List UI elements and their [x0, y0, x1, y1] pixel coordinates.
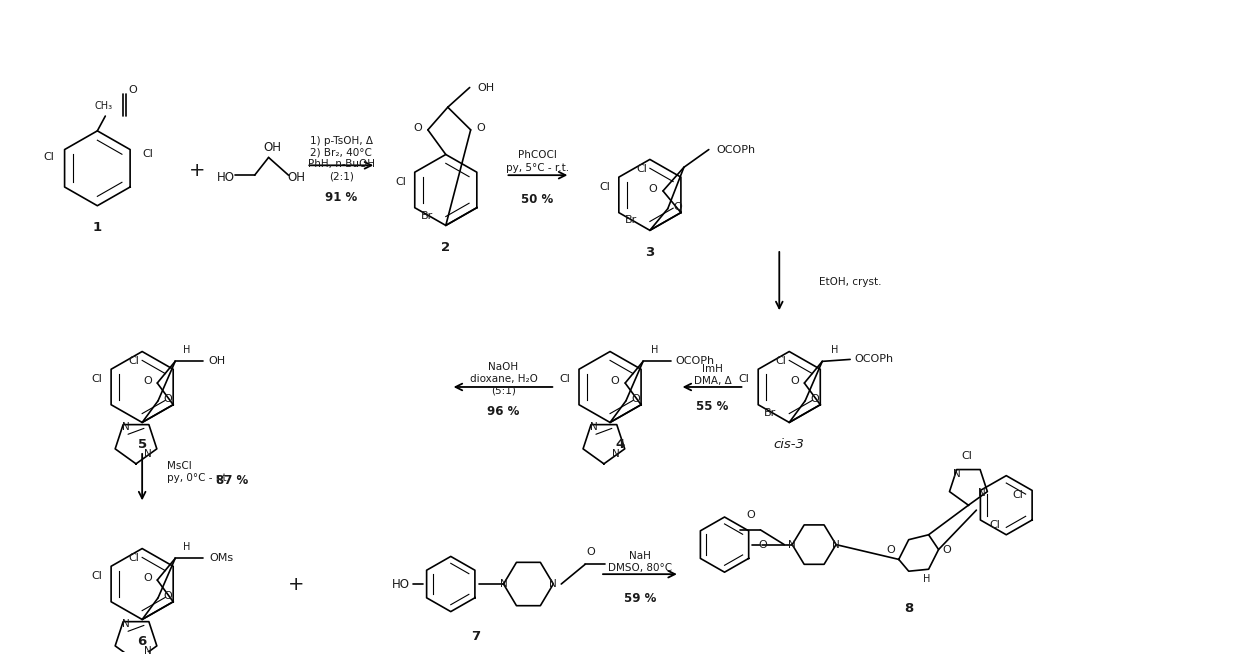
Text: NaH: NaH	[629, 552, 651, 561]
Text: 3: 3	[645, 246, 655, 258]
Text: O: O	[790, 376, 799, 386]
Text: O: O	[587, 548, 595, 558]
Text: Br: Br	[420, 211, 433, 221]
Text: O: O	[649, 184, 657, 194]
Text: 50 %: 50 %	[521, 193, 553, 206]
Text: N: N	[123, 422, 130, 432]
Text: 4: 4	[615, 438, 625, 451]
Text: Cl: Cl	[43, 152, 55, 163]
Text: 87 %: 87 %	[216, 474, 248, 487]
Text: H: H	[184, 542, 191, 552]
Text: EtOH, cryst.: EtOH, cryst.	[820, 277, 882, 287]
Text: O: O	[611, 376, 620, 386]
Text: OH: OH	[288, 171, 305, 184]
Text: Cl: Cl	[129, 357, 140, 366]
Text: N: N	[789, 540, 796, 550]
Text: py, 5°C - r.t.: py, 5°C - r.t.	[506, 163, 569, 173]
Text: Cl: Cl	[129, 554, 140, 563]
Text: Cl: Cl	[92, 374, 103, 384]
Text: DMSO, 80°C: DMSO, 80°C	[608, 563, 672, 573]
Text: OCOPh: OCOPh	[676, 357, 714, 366]
Text: N: N	[952, 469, 960, 478]
Text: H: H	[651, 345, 658, 355]
Text: N: N	[144, 449, 151, 459]
Text: +: +	[188, 161, 205, 180]
Text: 2: 2	[441, 241, 450, 254]
Text: OCOPh: OCOPh	[854, 355, 894, 364]
Text: Br: Br	[764, 408, 776, 418]
Text: 59 %: 59 %	[624, 592, 656, 606]
Text: N: N	[123, 619, 130, 629]
Text: 1: 1	[93, 221, 102, 234]
Text: Cl: Cl	[92, 571, 103, 581]
Text: (2:1): (2:1)	[329, 171, 353, 181]
Text: Cl: Cl	[396, 177, 407, 187]
Text: 91 %: 91 %	[325, 191, 357, 204]
Text: H: H	[923, 574, 930, 584]
Text: (5:1): (5:1)	[491, 386, 516, 396]
Text: dioxane, H₂O: dioxane, H₂O	[470, 374, 537, 384]
Text: 6: 6	[138, 635, 146, 648]
Text: 2) Br₂, 40°C: 2) Br₂, 40°C	[310, 148, 372, 158]
Text: OH: OH	[208, 357, 226, 366]
Text: O: O	[758, 540, 766, 550]
Text: 96 %: 96 %	[487, 405, 520, 418]
Text: H: H	[831, 345, 838, 355]
Text: MsCl: MsCl	[167, 461, 192, 471]
Text: OCOPh: OCOPh	[715, 144, 755, 155]
Text: O: O	[631, 394, 640, 404]
Text: N: N	[500, 579, 507, 589]
Text: Br: Br	[625, 215, 637, 225]
Text: O: O	[129, 86, 138, 96]
Text: HO: HO	[217, 171, 234, 184]
Text: py, 0°C - r.t.: py, 0°C - r.t.	[167, 473, 231, 482]
Text: O: O	[143, 376, 151, 386]
Text: N: N	[832, 540, 839, 550]
Text: Cl: Cl	[636, 164, 647, 174]
Text: Cl: Cl	[739, 374, 750, 384]
Text: O: O	[164, 591, 172, 601]
Text: OMs: OMs	[208, 554, 233, 563]
Text: Cl: Cl	[776, 357, 786, 366]
Text: N: N	[549, 579, 557, 589]
Text: O: O	[164, 394, 172, 404]
Text: N: N	[590, 422, 598, 432]
Text: Cl: Cl	[988, 520, 999, 530]
Text: H: H	[184, 345, 191, 355]
Text: 1) p-TsOH, Δ: 1) p-TsOH, Δ	[310, 136, 373, 146]
Text: N: N	[144, 646, 151, 656]
Text: O: O	[476, 123, 485, 133]
Text: O: O	[887, 544, 895, 554]
Text: +: +	[288, 575, 305, 594]
Text: O: O	[413, 123, 423, 133]
Text: 7: 7	[471, 630, 480, 643]
Text: O: O	[811, 394, 820, 404]
Text: CH₃: CH₃	[94, 101, 113, 111]
Text: O: O	[942, 544, 951, 554]
Text: 5: 5	[138, 438, 146, 451]
Text: N: N	[613, 449, 620, 459]
Text: HO: HO	[392, 577, 410, 590]
Text: Cl: Cl	[599, 182, 610, 192]
Text: ImH: ImH	[702, 364, 723, 374]
Text: PhH, n-BuOH: PhH, n-BuOH	[308, 159, 374, 169]
Text: OH: OH	[264, 141, 281, 154]
Text: Cl: Cl	[559, 374, 570, 384]
Text: PhCOCl: PhCOCl	[518, 150, 557, 161]
Text: 55 %: 55 %	[697, 400, 729, 413]
Text: NaOH: NaOH	[489, 362, 518, 372]
Text: 8: 8	[904, 602, 914, 615]
Text: OH: OH	[477, 82, 495, 92]
Text: Cl: Cl	[961, 451, 972, 461]
Text: DMA, Δ: DMA, Δ	[693, 376, 732, 386]
Text: O: O	[143, 573, 151, 583]
Text: Cl: Cl	[143, 150, 154, 159]
Text: N: N	[978, 488, 986, 498]
Text: cis-3: cis-3	[774, 438, 805, 451]
Text: Cl: Cl	[1013, 490, 1024, 500]
Text: O: O	[673, 202, 682, 212]
Text: O: O	[746, 510, 755, 520]
